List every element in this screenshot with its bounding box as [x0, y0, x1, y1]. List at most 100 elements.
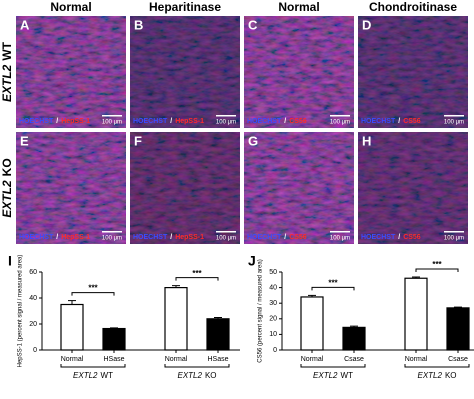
stain-marker: HepSS-1	[175, 118, 204, 125]
group-bracket	[164, 364, 230, 368]
group-gene: EXTL2	[73, 371, 98, 380]
scale-bar	[216, 231, 236, 233]
stain-separator: /	[170, 234, 172, 241]
group-label: EXTL2 KO	[417, 371, 456, 380]
significance-bracket	[311, 286, 355, 291]
row-label-gene: EXTL2	[0, 180, 14, 218]
stain-label: HOECHST / HepSS-1	[19, 234, 90, 241]
x-tick-label: HSase	[103, 356, 124, 363]
stain-marker: CS56	[289, 118, 307, 125]
bar	[342, 326, 366, 351]
significance-label: ***	[328, 279, 338, 288]
stain-hoechst: HOECHST	[361, 234, 396, 241]
x-tick-label: Normal	[165, 356, 188, 363]
stain-marker: CS56	[403, 118, 421, 125]
significance-label: ***	[192, 269, 202, 278]
x-tick-label: HSase	[207, 356, 228, 363]
y-tick-label: 20	[269, 316, 277, 323]
bar	[102, 327, 126, 351]
row-label: EXTL2 WT	[0, 41, 14, 102]
row-label-genotype: KO	[0, 158, 14, 176]
column-header: Heparitinase	[149, 0, 221, 14]
micrograph-texture	[130, 132, 240, 244]
stain-separator: /	[170, 118, 172, 125]
row-label: EXTL2 KO	[0, 158, 14, 217]
column-header: Chondroitinase	[369, 0, 457, 14]
stain-separator: /	[398, 234, 400, 241]
stain-label: HOECHST / HepSS-1	[133, 118, 204, 125]
panel-letter: A	[20, 17, 30, 32]
stain-label: HOECHST / CS56	[247, 118, 307, 125]
column-header: Normal	[50, 0, 91, 14]
stain-label: HOECHST / CS56	[361, 118, 421, 125]
x-tick-label: Normal	[301, 356, 324, 363]
scale-bar	[330, 115, 350, 117]
bar	[300, 296, 324, 351]
significance-label: ***	[432, 260, 442, 269]
panel-letter: B	[134, 17, 143, 32]
micrograph-texture	[16, 16, 126, 128]
stain-hoechst: HOECHST	[361, 118, 396, 125]
panel-letter: C	[248, 17, 258, 32]
stain-hoechst: HOECHST	[19, 234, 54, 241]
scale-label: 100 μm	[444, 236, 464, 242]
stain-marker: HepSS-1	[175, 234, 204, 241]
bar	[164, 287, 188, 351]
scale-label: 100 μm	[444, 120, 464, 126]
panel-letter: J	[248, 253, 256, 269]
panel-letter: E	[20, 133, 29, 148]
y-tick-label: 0	[33, 347, 37, 354]
panel-letter: D	[362, 17, 371, 32]
scale-label: 100 μm	[330, 120, 350, 126]
bar	[60, 303, 84, 351]
group-gene: EXTL2	[417, 371, 442, 380]
stain-marker: CS56	[403, 234, 421, 241]
y-tick-label: 50	[269, 269, 277, 276]
scale-bar	[444, 115, 464, 117]
stain-separator: /	[398, 118, 400, 125]
x-tick-label: Normal	[405, 356, 428, 363]
micrograph-texture	[358, 16, 468, 128]
stain-marker: CS56	[289, 234, 307, 241]
stain-marker: HepSS-1	[61, 234, 90, 241]
scale-label: 100 μm	[330, 236, 350, 242]
micrograph-texture	[130, 16, 240, 128]
row-label-genotype: WT	[0, 41, 14, 60]
scale-bar	[102, 115, 122, 117]
group-genotype: WT	[341, 371, 354, 380]
group-label: EXTL2 WT	[73, 371, 113, 380]
stain-separator: /	[284, 118, 286, 125]
stain-label: HOECHST / HepSS-1	[19, 118, 90, 125]
group-gene: EXTL2	[177, 371, 202, 380]
y-axis-label: CS56 (percent signal / measured area)	[258, 259, 264, 362]
stain-label: HOECHST / CS56	[361, 234, 421, 241]
stain-label: HOECHST / CS56	[247, 234, 307, 241]
y-tick-label: 0	[273, 347, 277, 354]
stain-hoechst: HOECHST	[133, 118, 168, 125]
bar	[206, 318, 230, 351]
group-genotype: KO	[445, 371, 457, 380]
y-tick-label: 60	[29, 269, 37, 276]
micrograph-texture	[244, 16, 354, 128]
stain-hoechst: HOECHST	[247, 118, 282, 125]
stain-hoechst: HOECHST	[247, 234, 282, 241]
significance-bracket	[415, 268, 459, 272]
group-genotype: KO	[205, 371, 217, 380]
group-label: EXTL2 WT	[313, 371, 353, 380]
bar	[446, 307, 470, 351]
significance-label: ***	[88, 284, 98, 293]
scale-bar	[330, 231, 350, 233]
y-tick-label: 10	[269, 331, 277, 338]
stain-separator: /	[284, 234, 286, 241]
panel-letter: F	[134, 133, 142, 148]
micrograph-texture	[244, 132, 354, 244]
y-tick-label: 40	[269, 284, 277, 291]
group-bracket	[404, 364, 470, 368]
group-bracket	[60, 364, 126, 368]
y-tick-label: 20	[29, 321, 37, 328]
panel-letter: H	[362, 133, 371, 148]
scale-bar	[444, 231, 464, 233]
micrograph-texture	[358, 132, 468, 244]
y-axis-label: HepSS-1 (percent signal / measured area)	[18, 255, 24, 368]
group-bracket	[300, 364, 366, 368]
